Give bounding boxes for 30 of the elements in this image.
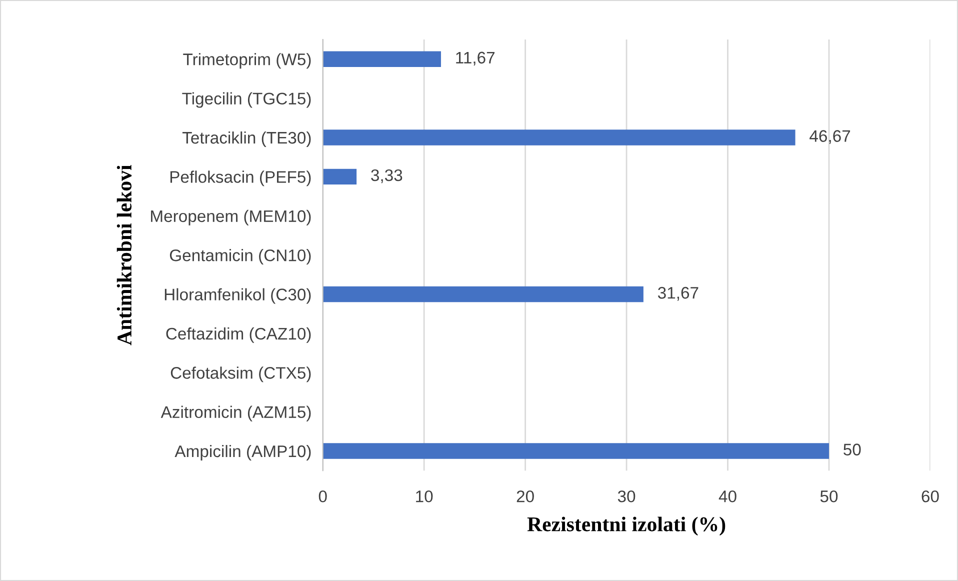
- x-tick-label: 30: [618, 490, 636, 502]
- y-tick-label: Tetraciklin (TE30): [182, 131, 311, 147]
- y-tick-label: Hloramfenikol (C30): [164, 288, 311, 304]
- y-tick-label: Gentamicin (CN10): [170, 249, 311, 265]
- x-tick-label: 20: [516, 490, 534, 502]
- x-tick-label: 60: [922, 490, 939, 502]
- bar: [322, 130, 796, 146]
- x-axis-title: Rezistentni izolati (%): [527, 516, 726, 536]
- y-tick-label: Trimetoprim (W5): [183, 53, 311, 69]
- y-tick-label: Cefotaksim (CTX5): [170, 366, 311, 382]
- bar: [322, 443, 829, 459]
- data-label: 3,33: [371, 169, 402, 184]
- y-tick-label: Tigecilin (TGC15): [182, 92, 311, 108]
- data-label: 46,67: [810, 130, 850, 144]
- y-axis-title: Antimikrobni lekovi: [116, 164, 132, 346]
- x-tick-label: 10: [416, 490, 433, 502]
- y-tick-label: Meropenem (MEM10): [151, 210, 311, 226]
- bar: [322, 286, 644, 302]
- y-tick-label: Pefloksacin (PEF5): [170, 170, 311, 186]
- data-label: 31,67: [658, 286, 698, 301]
- y-tick-label: Ceftazidim (CAZ10): [166, 327, 311, 343]
- data-label: 50: [844, 444, 861, 456]
- x-tick-label: 0: [318, 490, 327, 502]
- x-tick-label: 50: [820, 490, 838, 502]
- bar: [322, 51, 441, 67]
- data-label: 11,67: [456, 52, 495, 66]
- x-tick-label: 40: [718, 490, 736, 502]
- bar: [322, 168, 357, 185]
- y-tick-label: Ampicilin (AMP10): [174, 444, 311, 461]
- y-tick-label: Azitromicin (AZM15): [160, 406, 311, 422]
